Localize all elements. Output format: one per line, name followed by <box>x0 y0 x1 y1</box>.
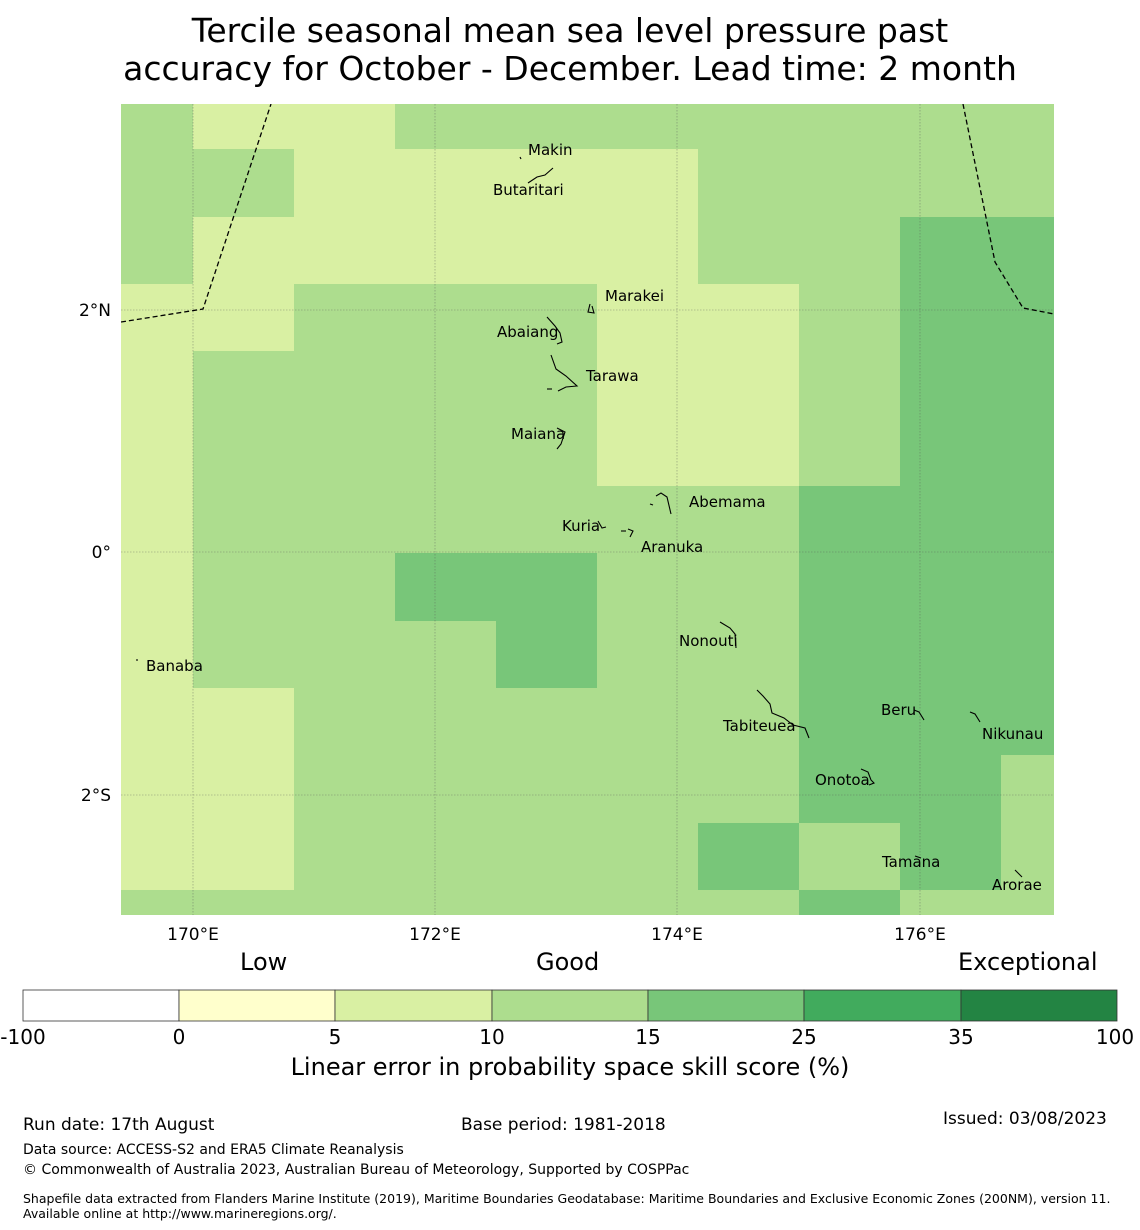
grid-cells-5-10 <box>121 104 799 890</box>
label-onotoa: Onotoa <box>815 771 870 789</box>
cb-tick-7: 100 <box>1096 1025 1134 1049</box>
cb-tick-0: -100 <box>0 1025 45 1049</box>
cb-swatch-3 <box>491 989 649 1022</box>
cb-tick-5: 25 <box>791 1025 816 1049</box>
cb-tick-3: 10 <box>479 1025 504 1049</box>
run-date: Run date: 17th August <box>23 1115 215 1135</box>
island-outlines <box>136 156 1023 878</box>
gridlines <box>121 104 1054 915</box>
cb-swatch-6 <box>960 989 1118 1022</box>
label-nonouti: Nonouti <box>679 632 738 650</box>
label-butaritari: Butaritari <box>493 181 564 199</box>
cb-swatch-0 <box>22 989 180 1022</box>
label-aranuka: Aranuka <box>641 538 703 556</box>
lat-tick-0: 0° <box>92 543 111 563</box>
cb-tick-2: 5 <box>329 1025 342 1049</box>
cb-tick-4: 15 <box>635 1025 660 1049</box>
label-abaiang: Abaiang <box>497 323 558 341</box>
cb-swatch-2 <box>334 989 493 1022</box>
category-exceptional: Exceptional <box>958 948 1098 976</box>
shapefile-credit: Shapefile data extracted from Flanders M… <box>23 1191 1111 1221</box>
title-line-2: accuracy for October - December. Lead ti… <box>123 49 1017 88</box>
issued-date: Issued: 03/08/2023 <box>943 1109 1107 1129</box>
label-tamana: Tamana <box>881 853 940 871</box>
skill-grid <box>121 104 1054 915</box>
label-makin: Makin <box>528 141 573 159</box>
label-marakei: Marakei <box>605 287 664 305</box>
label-tabiteuea: Tabiteuea <box>722 717 796 735</box>
label-kuria: Kuria <box>562 517 600 535</box>
label-arorae: Arorae <box>992 876 1042 894</box>
label-banaba: Banaba <box>146 657 203 675</box>
cb-swatch-4 <box>647 989 805 1022</box>
label-beru: Beru <box>881 701 916 719</box>
category-low: Low <box>240 948 288 976</box>
title-line-1: Tercile seasonal mean sea level pressure… <box>191 11 949 50</box>
label-abemama: Abemama <box>689 493 766 511</box>
map-title: Tercile seasonal mean sea level pressure… <box>0 12 1140 88</box>
colorbar-label: Linear error in probability space skill … <box>290 1053 850 1081</box>
lon-tick-174: 174°E <box>651 925 703 945</box>
eez-boundaries <box>121 104 1054 323</box>
cb-tick-6: 35 <box>948 1025 973 1049</box>
axis-ticks: 170°E 172°E 174°E 176°E 2°N 0° 2°S <box>79 301 946 945</box>
copyright: © Commonwealth of Australia 2023, Austra… <box>23 1162 690 1178</box>
colorbar-ticks: -100 0 5 10 15 25 35 100 <box>0 1025 1134 1049</box>
base-period: Base period: 1981-2018 <box>461 1115 666 1135</box>
grid-cells-15-25 <box>395 217 1054 915</box>
label-nikunau: Nikunau <box>982 725 1043 743</box>
cb-swatch-5 <box>803 989 962 1022</box>
lat-tick-2s: 2°S <box>81 786 111 806</box>
colorbar <box>22 989 1118 1022</box>
lon-tick-176: 176°E <box>894 925 946 945</box>
label-tarawa: Tarawa <box>585 367 639 385</box>
lon-tick-170: 170°E <box>167 925 219 945</box>
category-good: Good <box>536 948 600 976</box>
data-source: Data source: ACCESS-S2 and ERA5 Climate … <box>23 1142 404 1158</box>
label-maiana: Maiana <box>511 425 565 443</box>
lat-tick-2n: 2°N <box>79 301 111 321</box>
cb-swatch-1 <box>178 989 336 1022</box>
island-labels: Makin Butaritari Marakei Abaiang Tarawa … <box>146 141 1043 894</box>
lon-tick-172: 172°E <box>409 925 461 945</box>
cb-tick-1: 0 <box>173 1025 186 1049</box>
